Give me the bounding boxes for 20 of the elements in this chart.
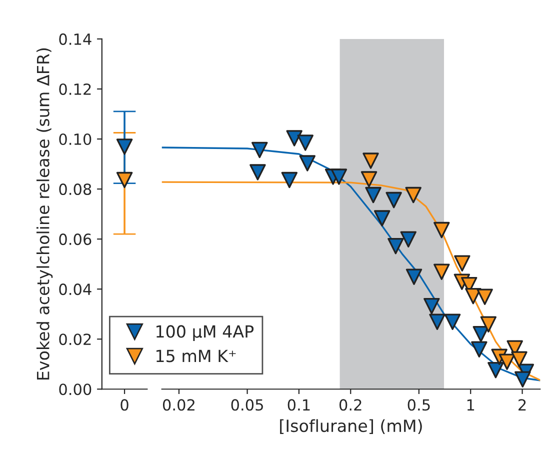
y-tick-label: 0.04: [59, 284, 92, 296]
x-tick-label: 0.5: [408, 399, 430, 411]
y-tick-label: 0.12: [59, 83, 91, 96]
x-tick-label: 0.05: [231, 399, 263, 411]
legend-label: 15 mM K⁺: [156, 350, 236, 362]
y-tick-label: 0.08: [59, 183, 92, 196]
x-tick-label: 0.2: [339, 399, 362, 411]
x-axis-title: [Isoflurane] (mM): [280, 419, 422, 434]
y-tick-label: 0.02: [59, 334, 91, 346]
legend-label: 100 μM 4AP: [156, 325, 254, 341]
y-tick-label: 0.06: [59, 234, 92, 246]
x-tick-label: 0: [120, 399, 128, 411]
y-axis-title: Evoked acetylcholine release (sum ΔFR): [36, 48, 53, 380]
y-tick-label: 0.14: [59, 33, 92, 45]
x-tick-label: 0.1: [288, 399, 310, 411]
y-tick-label: 0.10: [59, 133, 92, 146]
y-tick-label: 0.00: [59, 384, 92, 396]
x-tick-label: 1: [467, 399, 474, 410]
x-tick-label: 0.02: [162, 399, 194, 411]
x-tick-label: 2: [518, 399, 526, 410]
